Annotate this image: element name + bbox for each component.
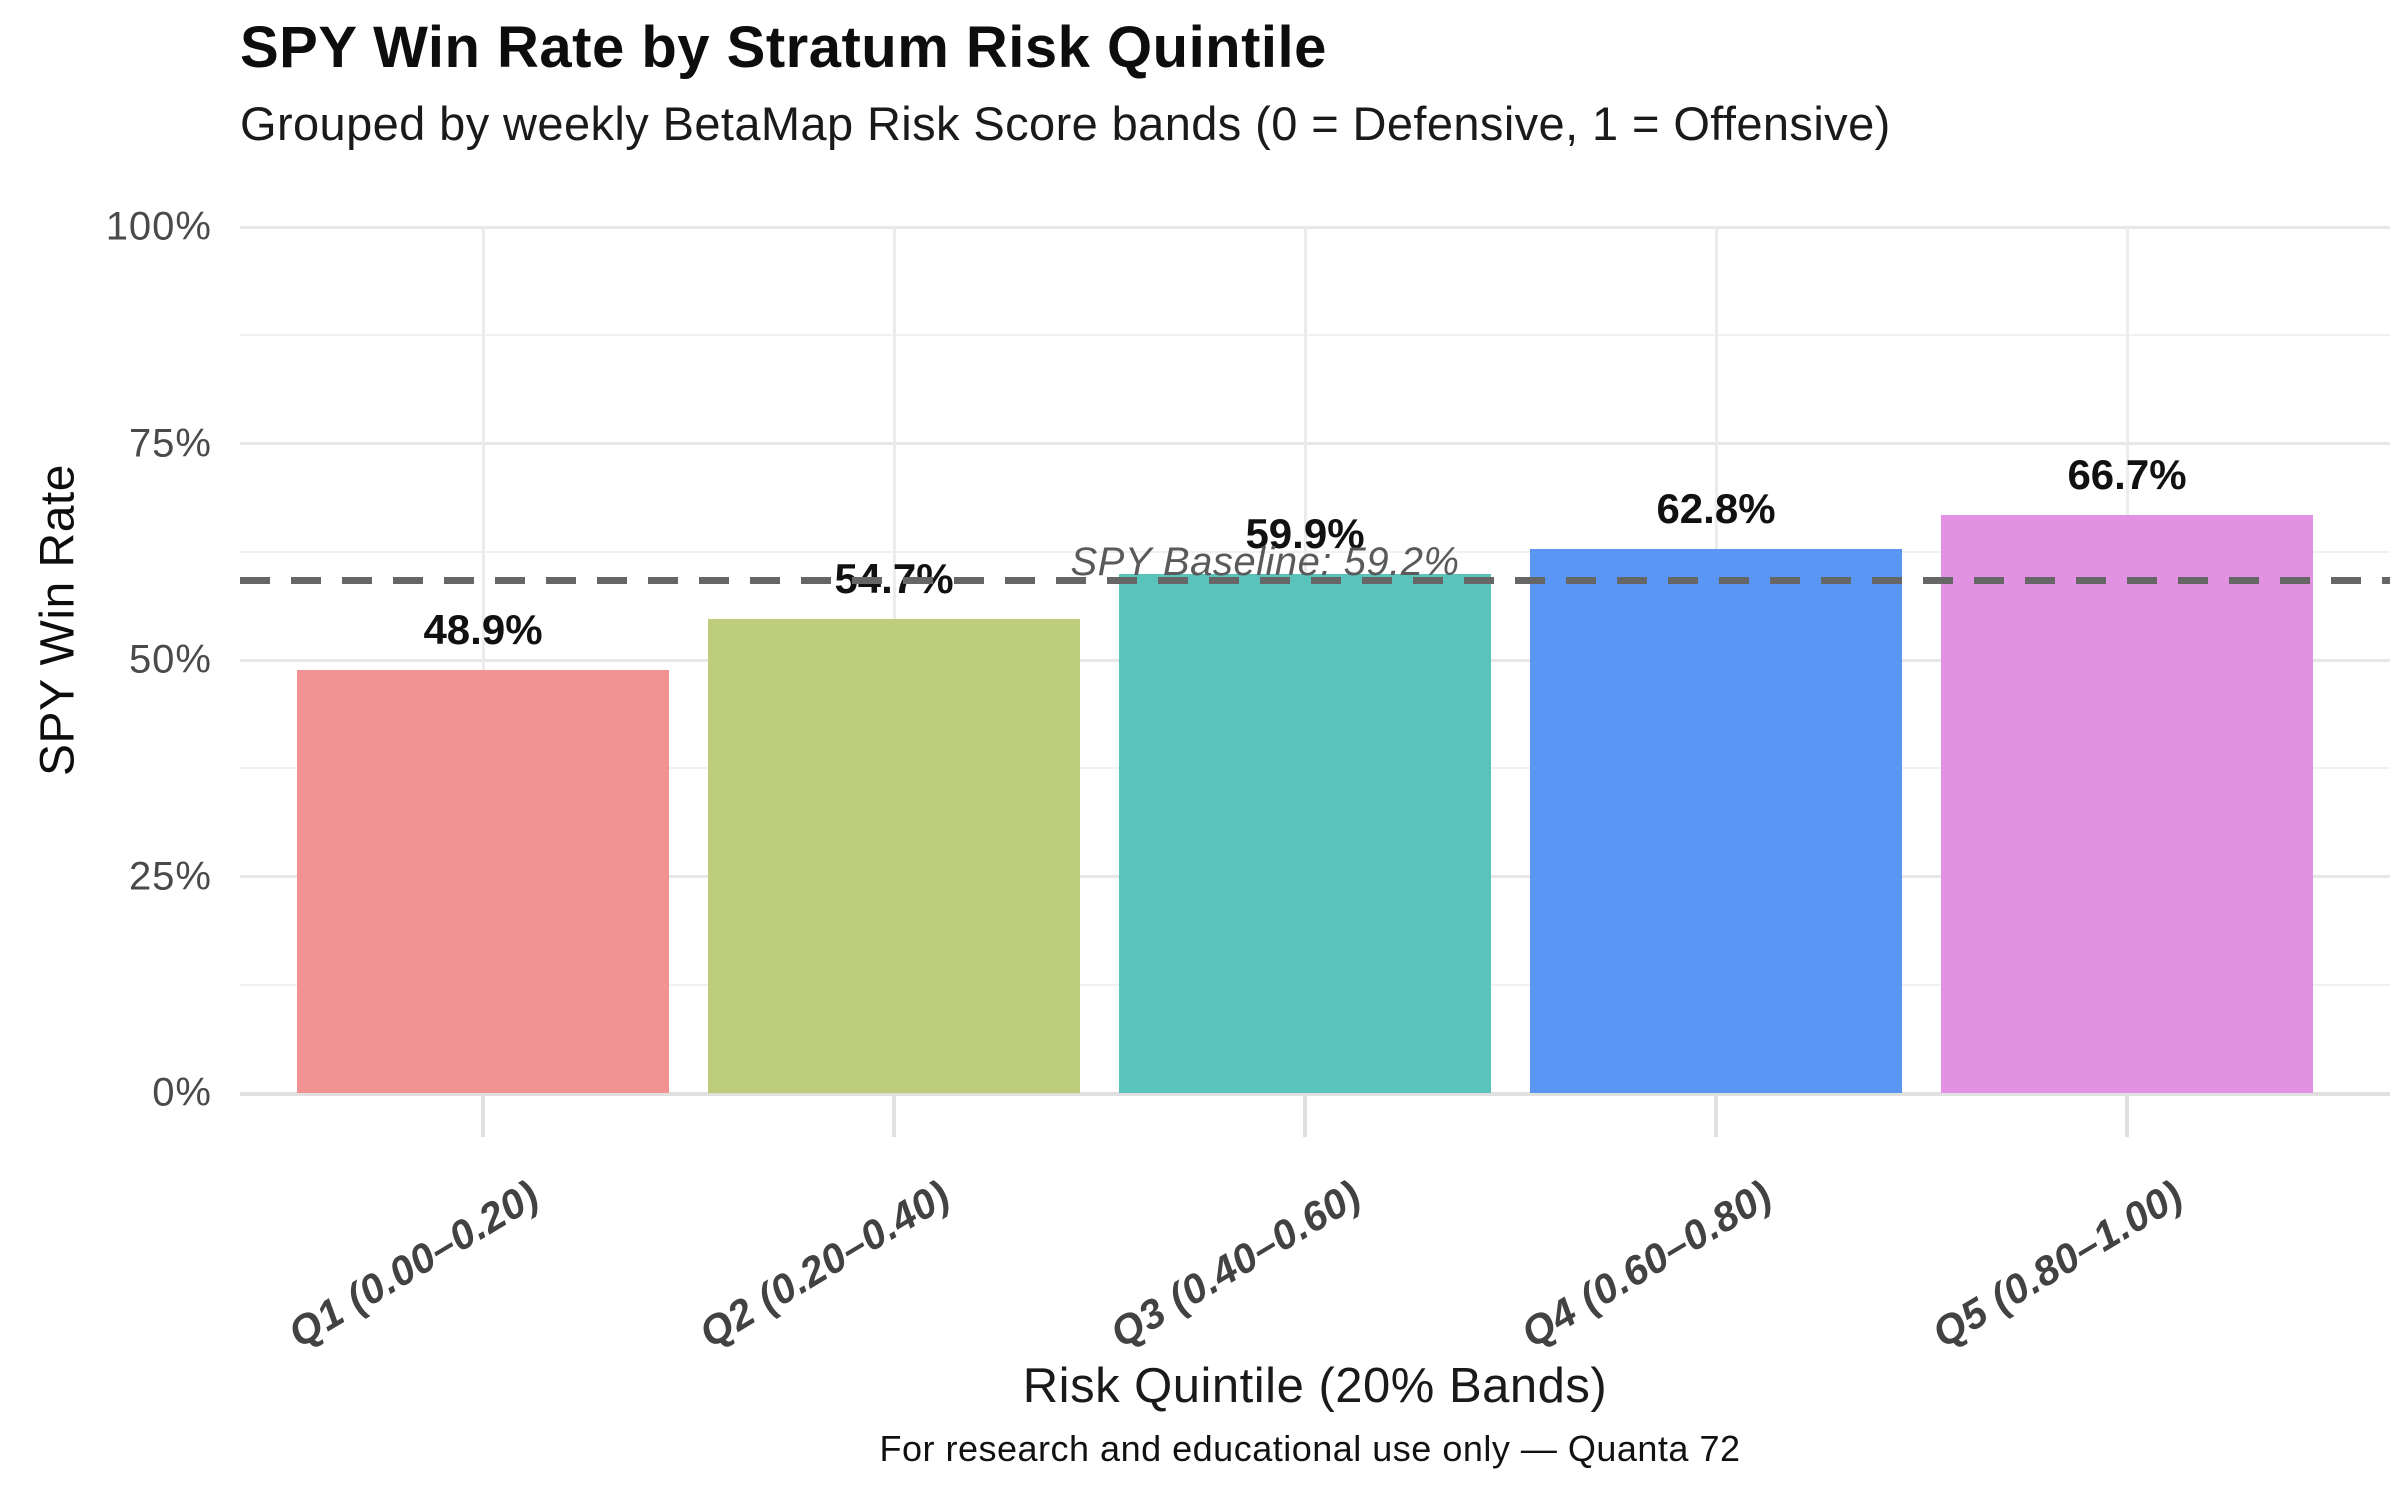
major-gridline: [240, 225, 2390, 229]
x-tick-mark: [481, 1095, 485, 1137]
x-tick-mark: [2125, 1095, 2129, 1137]
plot-area: 48.9% 54.7% 59.9% 62.8% 66.7% SPY Baseline: 5…: [240, 225, 2390, 1096]
x-tick-label: Q3 (0.40–0.60): [1102, 1171, 1369, 1357]
bar-value-label: 59.9%: [1245, 510, 1365, 558]
y-tick-label: 25%: [128, 854, 212, 898]
chart-title: SPY Win Rate by Stratum Risk Quintile: [240, 15, 1327, 80]
bar-q1: [297, 669, 669, 1093]
x-tick-label: Q4 (0.60–0.80): [1513, 1171, 1780, 1357]
x-tick-mark: [892, 1095, 896, 1137]
bar-value-label: 48.9%: [423, 605, 543, 653]
x-tick-label: Q5 (0.80–1.00): [1924, 1171, 2191, 1357]
x-tick-mark: [1303, 1095, 1307, 1137]
y-tick-label: 0%: [152, 1070, 212, 1115]
minor-gridline: [240, 334, 2390, 337]
major-gridline: [240, 1091, 2390, 1096]
vertical-gridline: [481, 227, 485, 1093]
chart-subtitle: Grouped by weekly BetaMap Risk Score ban…: [240, 97, 1891, 150]
minor-gridline: [240, 550, 2390, 553]
major-gridline: [240, 442, 2390, 445]
bar-q3: [1119, 574, 1491, 1093]
y-axis-title: SPY Win Rate: [31, 464, 85, 776]
bar-q4: [1530, 549, 1902, 1093]
spy-baseline-label: SPY Baseline: 59.2%: [1070, 540, 1460, 585]
y-tick-label: 100%: [105, 204, 212, 249]
bar-q2: [708, 619, 1080, 1093]
bar-value-label: 66.7%: [2067, 451, 2187, 499]
bar-value-label: 62.8%: [1656, 485, 1776, 533]
x-tick-label: Q2 (0.20–0.40): [691, 1171, 958, 1357]
x-tick-label: Q1 (0.00–0.20): [280, 1171, 547, 1357]
bar-q5: [1941, 515, 2313, 1093]
footer-attribution: For research and educational use only — …: [879, 1428, 1741, 1469]
x-axis-title: Risk Quintile (20% Bands): [1022, 1359, 1608, 1413]
x-tick-mark: [1714, 1095, 1718, 1137]
spy-baseline-line: [240, 576, 2390, 584]
y-tick-label: 50%: [128, 637, 212, 682]
y-tick-label: 75%: [128, 421, 212, 465]
